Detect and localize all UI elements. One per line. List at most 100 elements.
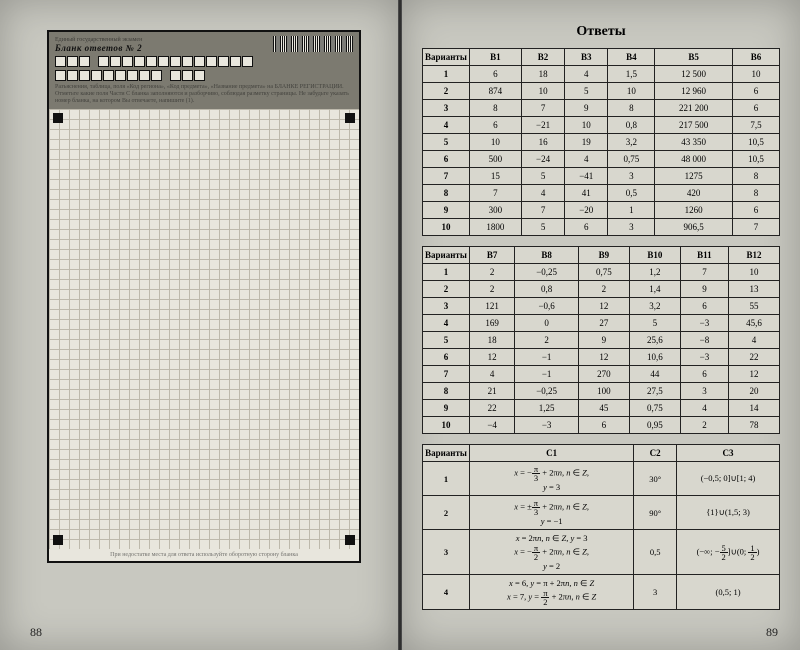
table-row: 4 x = 6, y = π + 2πn, n ∈ Zx = 7, y = π2… xyxy=(423,575,780,610)
cell: 8 xyxy=(732,168,779,185)
cell: 27,5 xyxy=(629,383,680,400)
cell: 7,5 xyxy=(732,117,779,134)
cell: 270 xyxy=(578,366,629,383)
cell: 22 xyxy=(469,400,515,417)
cell: 9 xyxy=(578,332,629,349)
cell: 4 xyxy=(521,185,564,202)
cell: 15 xyxy=(469,168,521,185)
cell: 18 xyxy=(469,332,515,349)
cell: 10 xyxy=(728,264,779,281)
cell: 25,6 xyxy=(629,332,680,349)
cell: 45,6 xyxy=(728,315,779,332)
cell: −41 xyxy=(565,168,608,185)
cell: 0,5 xyxy=(608,185,655,202)
cell: 9 xyxy=(680,281,728,298)
col-header: Варианты xyxy=(423,49,470,66)
cell: 1,2 xyxy=(629,264,680,281)
cell: 10 xyxy=(565,117,608,134)
cell: 19 xyxy=(565,134,608,151)
cell: 5 xyxy=(521,219,564,236)
answers-table-1: ВариантыВ1В2В3В4В5В6 161841,512 50010287… xyxy=(422,48,780,236)
cell: 9 xyxy=(565,100,608,117)
cell: 43 350 xyxy=(655,134,733,151)
field-boxes-1 xyxy=(55,56,353,67)
row-header: 6 xyxy=(423,349,470,366)
cell: 20 xyxy=(728,383,779,400)
cell: 12 xyxy=(469,349,515,366)
row-header: 4 xyxy=(423,117,470,134)
cell: 45 xyxy=(578,400,629,417)
row-header: 3 xyxy=(423,100,470,117)
cell: 6 xyxy=(680,298,728,315)
cell: −1 xyxy=(515,349,579,366)
table-row: 220,821,4913 xyxy=(423,281,780,298)
cell: 22 xyxy=(728,349,779,366)
cell: 6 xyxy=(732,83,779,100)
cell: 221 200 xyxy=(655,100,733,117)
cell: 12 960 xyxy=(655,83,733,100)
row-header: 1 xyxy=(423,66,470,83)
cell: 10,6 xyxy=(629,349,680,366)
cell: 874 xyxy=(469,83,521,100)
cell: −4 xyxy=(469,417,515,434)
cell: 0,8 xyxy=(515,281,579,298)
col-header: В7 xyxy=(469,247,515,264)
col-header: Варианты xyxy=(423,445,470,462)
cell: 7 xyxy=(469,185,521,202)
table-row: 2 x = ±π3 + 2πn, n ∈ Z,y = −1 90° {1}∪(1… xyxy=(423,496,780,530)
cell: 2 xyxy=(680,417,728,434)
cell: 1,5 xyxy=(608,66,655,83)
answers-title: Ответы xyxy=(422,24,780,40)
col-header: В1 xyxy=(469,49,521,66)
cell: 8 xyxy=(732,185,779,202)
col-header: В9 xyxy=(578,247,629,264)
cell: 27 xyxy=(578,315,629,332)
col-header: В12 xyxy=(728,247,779,264)
cell: 1800 xyxy=(469,219,521,236)
row-header: 1 xyxy=(423,264,470,281)
row-header: 8 xyxy=(423,185,470,202)
table-row: 612−11210,6−322 xyxy=(423,349,780,366)
row-header: 3 xyxy=(423,298,470,315)
cell: 4 xyxy=(565,66,608,83)
cell: −21 xyxy=(521,117,564,134)
cell: 8 xyxy=(469,100,521,117)
cell: 1,25 xyxy=(515,400,579,417)
table-row: 93007−20112606 xyxy=(423,202,780,219)
cell: 10,5 xyxy=(732,134,779,151)
cell: 5 xyxy=(521,168,564,185)
cell: 21 xyxy=(469,383,515,400)
cell: 3 xyxy=(680,383,728,400)
row-header: 6 xyxy=(423,151,470,168)
cell: 12 xyxy=(578,349,629,366)
cell: −20 xyxy=(565,202,608,219)
cell: −3 xyxy=(680,349,728,366)
cell: 2 xyxy=(515,332,579,349)
col-header: С1 xyxy=(470,445,634,462)
page-number-right: 89 xyxy=(766,625,778,640)
cell: 1275 xyxy=(655,168,733,185)
cell: 4 xyxy=(469,366,515,383)
table-row: 74−127044612 xyxy=(423,366,780,383)
cell: 1 xyxy=(608,202,655,219)
cell: 12 xyxy=(578,298,629,315)
table-row: 41690275−345,6 xyxy=(423,315,780,332)
cell: 4 xyxy=(565,151,608,168)
table-row: 28741051012 9606 xyxy=(423,83,780,100)
col-header: В2 xyxy=(521,49,564,66)
cell: −3 xyxy=(515,417,579,434)
left-page: Единый государственный экзамен Бланк отв… xyxy=(0,0,398,650)
col-header: В6 xyxy=(732,49,779,66)
col-header: Варианты xyxy=(423,247,470,264)
cell: 6 xyxy=(732,202,779,219)
row-header: 10 xyxy=(423,219,470,236)
col-header: В8 xyxy=(515,247,579,264)
answers-table-2: ВариантыВ7В8В9В10В11В12 12−0,250,751,271… xyxy=(422,246,780,434)
row-header: 10 xyxy=(423,417,470,434)
cell: 6 xyxy=(680,366,728,383)
cell: −0,25 xyxy=(515,383,579,400)
grid-area xyxy=(49,109,359,549)
cell: 2 xyxy=(578,281,629,298)
table-row: 9221,25450,75414 xyxy=(423,400,780,417)
field-boxes-2 xyxy=(55,70,353,81)
